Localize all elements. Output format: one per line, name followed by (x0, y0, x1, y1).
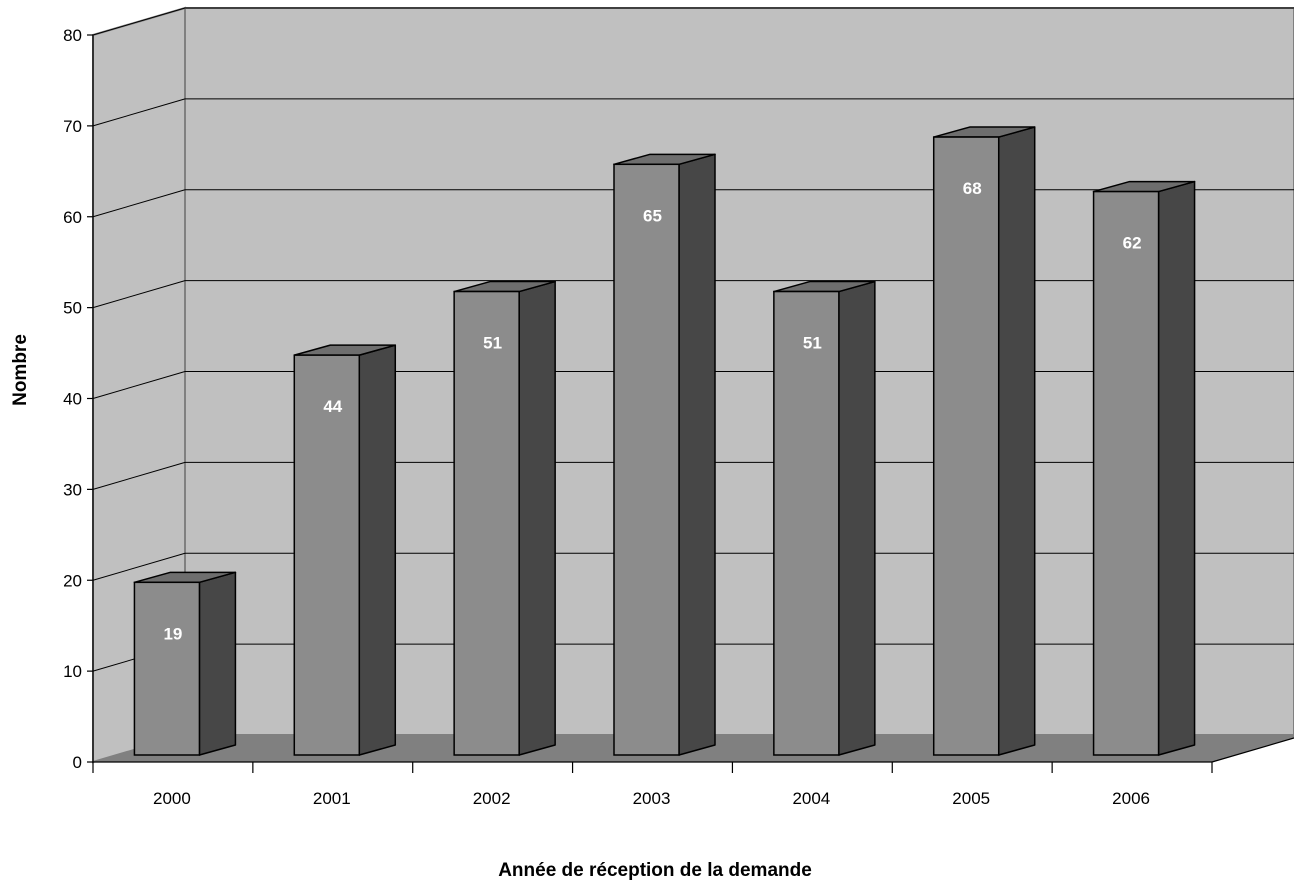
y-tick-label: 10 (63, 662, 82, 681)
y-tick-label: 40 (63, 390, 82, 409)
gridline-side-30 (92, 461, 186, 490)
gridline-side-50 (92, 280, 186, 309)
bar-side-2006 (1157, 180, 1196, 756)
tick-labels: 0 10 20 30 40 50 60 70 80 19 2000 44 2001 51 2002 65 200… (63, 26, 1150, 808)
bar-front-2001 (293, 354, 361, 756)
bar-front-2002 (453, 290, 520, 756)
y-tick-label: 70 (63, 117, 82, 136)
bar-side-2000 (198, 571, 237, 756)
y-tick-label: 50 (63, 299, 82, 318)
bar-side-2003 (678, 153, 716, 756)
bar-side-2004 (838, 280, 876, 756)
x-tick-label-2002: 2002 (473, 789, 511, 808)
data-label-2005: 68 (963, 179, 982, 198)
y-tick-label: 80 (63, 26, 82, 45)
bar-2001 (293, 344, 397, 756)
bar-2004 (773, 280, 876, 756)
bar-front-2004 (773, 290, 840, 756)
data-label-2003: 65 (643, 206, 662, 225)
x-tick-label-2003: 2003 (633, 789, 671, 808)
data-label-2006: 62 (1123, 234, 1142, 253)
gridline-side-70 (92, 98, 186, 127)
x-axis-depth-line (1211, 737, 1294, 763)
gridline-side-40 (92, 371, 186, 399)
x-tick-label-2001: 2001 (313, 789, 351, 808)
bar-2002 (453, 280, 556, 756)
bar-2005 (932, 126, 1036, 756)
x-tick-label-2006: 2006 (1112, 789, 1150, 808)
data-label-2000: 19 (163, 624, 182, 643)
y-tick-label: 60 (63, 208, 82, 227)
gridline-side-60 (92, 189, 186, 218)
bar-front-2000 (133, 581, 201, 756)
x-axis-title: Année de réception de la demande (498, 860, 812, 881)
y-axis-title: Nombre (10, 334, 31, 406)
axes (87, 34, 1294, 773)
gridline-side-80 (92, 7, 186, 36)
y-tick-label: 0 (73, 753, 82, 772)
x-tick-label-2004: 2004 (792, 789, 830, 808)
bar-2003 (613, 153, 716, 756)
bar-front-2005 (932, 136, 1000, 756)
x-tick-label-2000: 2000 (153, 789, 191, 808)
gridline-side-20 (92, 552, 186, 581)
x-tick-label-2005: 2005 (952, 789, 990, 808)
bar-side-2002 (518, 280, 556, 756)
data-label-2001: 44 (323, 397, 342, 416)
data-label-2004: 51 (803, 334, 822, 353)
y-tick-label: 20 (63, 571, 82, 590)
bar-front-2006 (1092, 190, 1160, 756)
bar-front-2003 (613, 163, 680, 756)
data-label-2002: 51 (483, 334, 502, 353)
bar-2006 (1092, 180, 1196, 756)
bar-side-2005 (997, 126, 1036, 756)
bar-2000 (133, 571, 237, 756)
y-tick-label: 30 (63, 480, 82, 499)
bar-side-2001 (358, 344, 397, 756)
bars (133, 126, 1196, 756)
